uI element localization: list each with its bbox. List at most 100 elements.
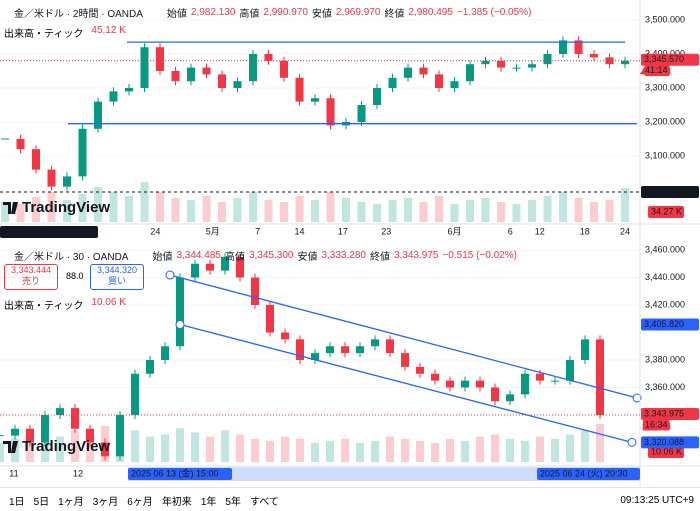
- x-tick-label: 23: [381, 226, 391, 236]
- line-handle: [627, 437, 637, 447]
- candle: [506, 394, 514, 402]
- range-button[interactable]: 1日: [9, 496, 25, 508]
- sell-price: 3,343.444: [10, 265, 52, 275]
- range-button[interactable]: 年初来: [161, 496, 192, 508]
- candle: [371, 339, 379, 347]
- candle: [356, 346, 364, 354]
- candle: [11, 428, 19, 436]
- candle: [574, 40, 583, 54]
- candle: [191, 263, 199, 278]
- volume-bar: [357, 202, 366, 222]
- candle: [236, 256, 244, 278]
- candle: [581, 339, 589, 360]
- candle: [1, 138, 9, 140]
- range-button[interactable]: 5日: [33, 496, 50, 508]
- candle: [357, 105, 366, 122]
- volume-bar: [236, 434, 244, 462]
- symbol[interactable]: 金／米ドル · 30 · OANDA: [14, 252, 129, 263]
- line-label: 3,405.820: [644, 319, 684, 329]
- candle: [446, 380, 454, 388]
- candle: [202, 67, 211, 75]
- l-value: 2,969.970: [335, 7, 381, 18]
- volume-bar: [341, 438, 349, 462]
- y-tick-label: 3,380.000: [645, 354, 685, 364]
- o-label: 始値: [152, 252, 173, 263]
- candle: [497, 60, 505, 68]
- volume-bar: [1, 202, 9, 222]
- buy-price: 3,344.320: [96, 265, 138, 275]
- x-tick-label: 6: [508, 226, 513, 236]
- sell-button[interactable]: 3,343.444 売り: [4, 264, 58, 290]
- volume-bar: [41, 440, 49, 462]
- change: −0.515 (−0.02%): [442, 250, 517, 261]
- range-label: 2025 06 24 (火) 20:30: [540, 468, 628, 478]
- symbol[interactable]: 金／米ドル · 2時間 · OANDA: [14, 9, 143, 20]
- candle: [295, 77, 304, 102]
- y-tick-label: 3,300.000: [645, 82, 685, 92]
- volume-bar: [131, 430, 139, 462]
- candle: [341, 346, 349, 354]
- l-value: 3,333.280: [321, 250, 366, 261]
- candle: [596, 339, 604, 415]
- volume-bar: [56, 436, 64, 462]
- volume-bar: [32, 197, 40, 222]
- volume-bar: [342, 198, 350, 222]
- countdown: 41:14: [645, 65, 668, 75]
- candle: [266, 305, 274, 333]
- candle: [476, 380, 484, 388]
- range-button[interactable]: 3ヶ月: [92, 496, 119, 508]
- c-label: 終値: [384, 9, 405, 20]
- volume-bar: [388, 200, 397, 222]
- volume-bar: [559, 192, 567, 222]
- range-button[interactable]: 6ヶ月: [127, 496, 153, 508]
- volume-bar: [16, 204, 25, 222]
- candle: [521, 373, 529, 395]
- range-label-bg: [537, 468, 640, 480]
- candle: [109, 91, 118, 102]
- volume-bar: [221, 430, 229, 462]
- candle: [221, 256, 229, 271]
- volume-bar: [311, 200, 319, 222]
- x-tick-label: 17: [338, 226, 348, 236]
- candle: [528, 64, 536, 68]
- range-label: 2025 06 13 (金) 15:00: [131, 467, 219, 478]
- o-label: 始値: [166, 9, 187, 20]
- volume-bar: [373, 204, 381, 222]
- range-button[interactable]: 1年: [200, 496, 217, 508]
- volume-axis-label-bg: [648, 446, 684, 458]
- range-button[interactable]: すべて: [249, 496, 279, 508]
- volume-bar: [605, 200, 614, 222]
- l-label: 安値: [297, 252, 318, 263]
- volume-bar: [476, 436, 484, 462]
- candle: [386, 339, 394, 354]
- price-label-bg: [641, 53, 699, 66]
- volume-bar: [206, 436, 214, 462]
- sell-label: 売り: [21, 276, 40, 286]
- line-handle: [632, 393, 642, 403]
- volume-bar: [281, 436, 289, 462]
- range-button[interactable]: 5年: [225, 496, 241, 508]
- volume-axis-label: 10.06 K: [651, 446, 682, 456]
- candle: [249, 54, 257, 82]
- toolbar: 1日 5日 1ヶ月 3ヶ月 6ヶ月 年初来 1年 5年 すべて 09:13:25 UTC+9: [0, 487, 700, 511]
- candle: [140, 47, 149, 88]
- date-label-bg: [0, 226, 98, 238]
- x-tick-label: 7: [255, 226, 260, 236]
- range-label-bg: [128, 468, 232, 480]
- price-label-bg: [641, 408, 699, 420]
- header: 金／米ドル · 2時間 · OANDA 始値 2,982.130 高値 2,990.…: [14, 5, 531, 20]
- volume-bar: [326, 192, 335, 222]
- volume-bar: [551, 438, 559, 462]
- candle: [63, 176, 71, 187]
- volume-legend: 出来高・ティック 45.12 K: [4, 25, 126, 40]
- volume-bar: [249, 192, 257, 222]
- header: 金／米ドル · 30 · OANDA 始値 3,344.485 高値 3,345.3…: [14, 248, 517, 263]
- candle: [56, 408, 64, 415]
- candle: [156, 47, 164, 71]
- buy-button[interactable]: 3,344.320 買い: [90, 264, 144, 290]
- volume-bar: [233, 198, 242, 222]
- range-button[interactable]: 1ヶ月: [58, 496, 84, 508]
- h-label: 高値: [239, 9, 260, 20]
- volume-bar: [566, 434, 574, 462]
- volume-bar: [47, 192, 56, 222]
